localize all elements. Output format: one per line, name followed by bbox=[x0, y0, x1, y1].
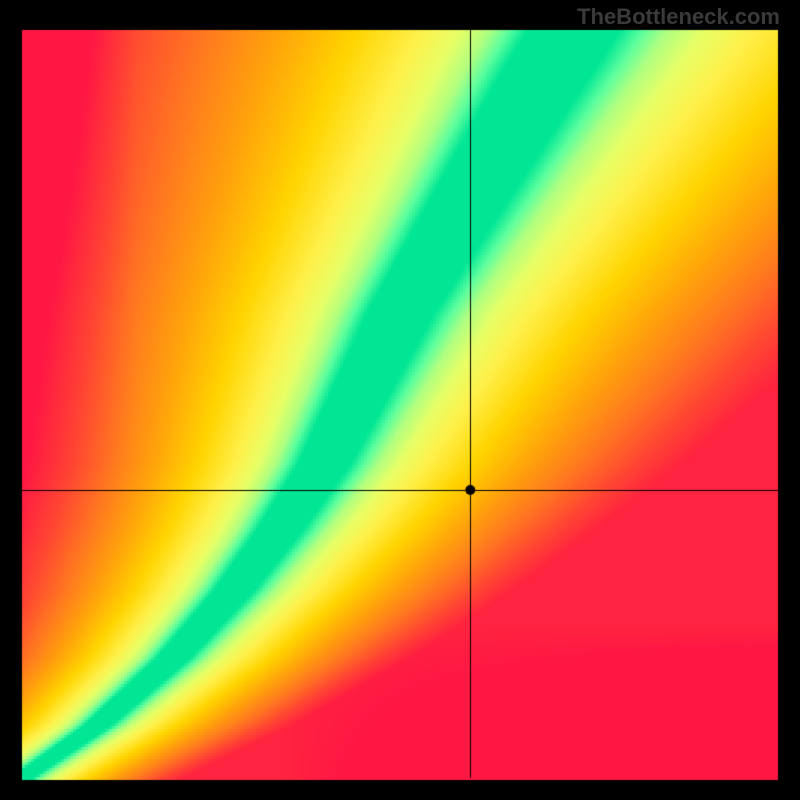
heatmap-chart bbox=[0, 0, 800, 800]
watermark-text: TheBottleneck.com bbox=[577, 4, 780, 30]
